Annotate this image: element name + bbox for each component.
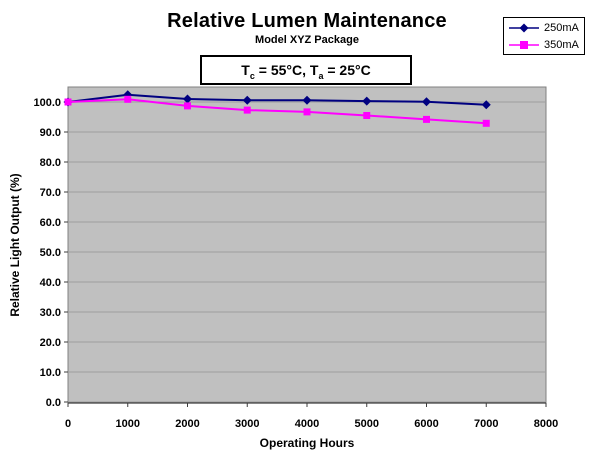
x-tick-label: 2000 bbox=[175, 418, 199, 430]
annotation-text: Tc = 55°C, Ta = 25°C bbox=[241, 62, 371, 81]
x-axis-title: Operating Hours bbox=[259, 436, 355, 450]
data-point-250mA bbox=[362, 96, 372, 106]
series-line-350mA bbox=[67, 98, 487, 125]
legend-label-350mA: 350mA bbox=[544, 38, 579, 51]
data-point-350mA bbox=[64, 98, 72, 106]
legend-item-250mA: 250mA bbox=[504, 19, 584, 36]
x-tick-label: 3000 bbox=[235, 418, 259, 430]
data-point-250mA bbox=[302, 95, 312, 105]
data-point-350mA bbox=[303, 108, 311, 116]
y-tick-label: 70.0 bbox=[40, 187, 61, 199]
square-marker-icon bbox=[509, 40, 539, 49]
data-point-250mA bbox=[183, 94, 192, 104]
temperature-annotation: Tc = 55°C, Ta = 25°C bbox=[200, 55, 412, 85]
data-point-350mA bbox=[184, 102, 191, 110]
data-point-250mA bbox=[242, 95, 252, 105]
x-tick-label: 1000 bbox=[116, 418, 140, 430]
legend-item-350mA: 350mA bbox=[504, 36, 584, 53]
data-point-350mA bbox=[482, 119, 490, 127]
legend-label-250mA: 250mA bbox=[544, 21, 579, 34]
data-point-350mA bbox=[124, 95, 132, 103]
y-tick-label: 100.0 bbox=[33, 97, 61, 109]
x-tick-label: 5000 bbox=[355, 418, 379, 430]
y-axis-title: Relative Light Output (%) bbox=[8, 173, 22, 317]
y-tick-label: 10.0 bbox=[40, 367, 61, 379]
x-tick-label: 8000 bbox=[534, 418, 558, 430]
data-point-350mA bbox=[423, 115, 430, 123]
plot-background bbox=[67, 86, 547, 404]
chart-subtitle: Model XYZ Package bbox=[255, 34, 359, 46]
x-tick-label: 4000 bbox=[295, 418, 319, 430]
y-tick-label: 90.0 bbox=[40, 127, 61, 139]
data-point-350mA bbox=[243, 106, 251, 114]
y-tick-label: 50.0 bbox=[40, 247, 61, 259]
diamond-marker-icon bbox=[509, 23, 539, 32]
data-point-250mA bbox=[481, 100, 491, 110]
y-tick-label: 30.0 bbox=[40, 307, 61, 319]
x-tick-label: 0 bbox=[65, 418, 71, 430]
data-point-250mA bbox=[422, 97, 431, 107]
x-tick-label: 6000 bbox=[414, 418, 438, 430]
y-tick-label: 40.0 bbox=[40, 277, 61, 289]
y-tick-label: 60.0 bbox=[40, 217, 61, 229]
y-tick-label: 0.0 bbox=[46, 397, 61, 409]
y-tick-label: 20.0 bbox=[40, 337, 61, 349]
x-tick-label: 7000 bbox=[474, 418, 498, 430]
y-tick-label: 80.0 bbox=[40, 157, 61, 169]
data-point-350mA bbox=[363, 112, 371, 119]
chart-title: Relative Lumen Maintenance bbox=[167, 10, 447, 32]
legend: 250mA 350mA bbox=[503, 17, 585, 55]
series-line-250mA bbox=[67, 93, 487, 106]
